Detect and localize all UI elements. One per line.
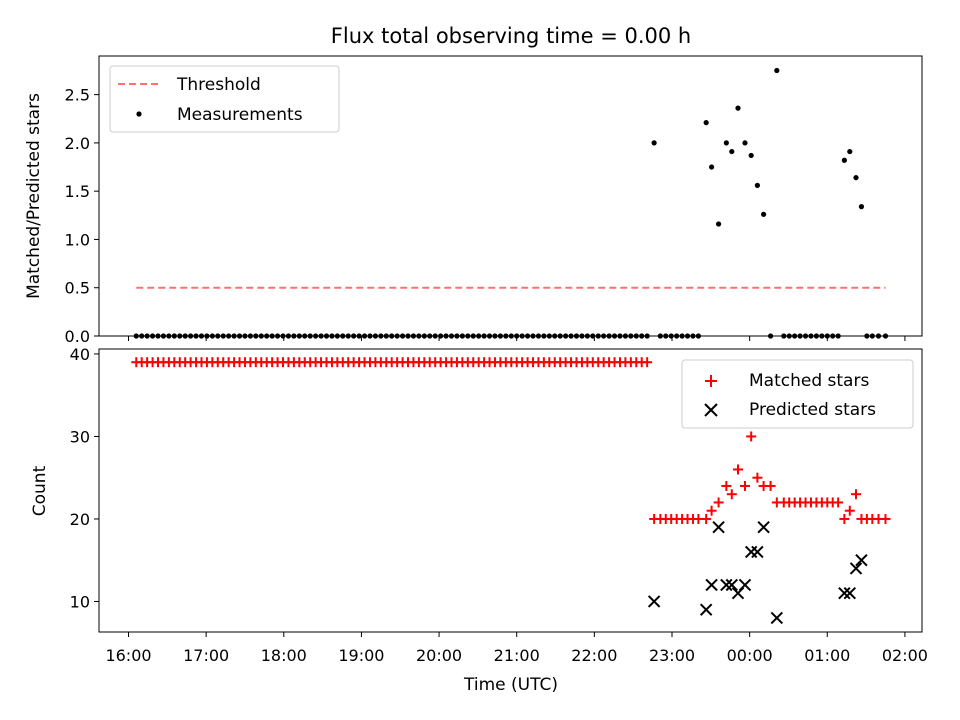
measurement-point — [651, 140, 657, 146]
bottom-legend: Matched stars Predicted stars — [681, 359, 914, 429]
top-y-axis-label: Matched/Predicted stars — [24, 93, 44, 299]
x-tick-label: 22:00 — [571, 646, 617, 665]
x-tick-label: 02:00 — [882, 646, 928, 665]
x-tick-label: 19:00 — [338, 646, 384, 665]
matched-star-point — [752, 472, 763, 483]
bottom-axes-frame — [98, 348, 923, 633]
bottom-y-tick-label: 10 — [70, 592, 90, 611]
matched-star-point — [732, 464, 743, 475]
matched-star-point — [726, 489, 737, 500]
measurement-point — [735, 105, 741, 111]
x-tick-label: 01:00 — [804, 646, 850, 665]
x-tick-label: 20:00 — [416, 646, 462, 665]
threshold-legend-label: Threshold — [176, 75, 261, 95]
matched-stars-legend-swatch — [705, 375, 717, 387]
predicted-star-point — [699, 603, 713, 616]
measurements-legend-swatch — [136, 111, 142, 117]
predicted-stars-legend-swatch — [704, 403, 718, 417]
x-tick-label: 16:00 — [105, 646, 151, 665]
matched-star-point — [880, 513, 891, 524]
matched-star-point — [642, 357, 653, 368]
matched-star-point — [701, 513, 712, 524]
x-tick-label: 18:00 — [261, 646, 307, 665]
matched-star-point — [833, 497, 844, 508]
predicted-star-point — [720, 578, 733, 592]
matched-star-point — [839, 513, 850, 524]
top-y-tick-label: 0.5 — [65, 279, 90, 298]
matched-star-point — [721, 480, 732, 491]
top-y-tick-label: 0.0 — [65, 327, 90, 346]
predicted-star-point — [838, 587, 851, 600]
predicted-star-point — [738, 578, 752, 592]
x-tick-label: 00:00 — [727, 646, 773, 665]
measurement-point — [748, 152, 754, 159]
predicted-star-point — [725, 578, 738, 592]
top-y-tick-label: 2.5 — [65, 86, 90, 105]
measurement-points — [133, 67, 889, 339]
measurement-point — [761, 211, 767, 217]
matched-star-point — [746, 431, 757, 442]
predicted-star-points — [647, 521, 868, 625]
measurement-point — [742, 140, 748, 146]
x-axis-label: Time (UTC) — [463, 675, 558, 695]
bottom-panel: 10 20 30 40 16:00 17:00 18:00 19:00 20:00 21:00 2… — [70, 345, 928, 665]
top-y-tick-label: 1.5 — [65, 182, 90, 201]
measurement-point — [703, 120, 709, 126]
predicted-star-point — [843, 587, 857, 600]
matched-stars-legend-label: Matched stars — [749, 371, 869, 391]
matched-star-point — [739, 480, 750, 491]
matched-star-points — [131, 357, 891, 524]
x-tick-label: 17:00 — [183, 646, 229, 665]
measurement-point — [754, 182, 761, 188]
predicted-star-point — [751, 545, 764, 559]
measurement-point — [847, 148, 853, 155]
measurement-point — [715, 221, 722, 227]
matched-star-point — [844, 505, 855, 516]
measurement-point — [723, 140, 729, 146]
measurement-point — [858, 204, 865, 210]
chart-title: Flux total observing time = 0.00 h — [331, 24, 691, 48]
x-tick-label: 23:00 — [649, 646, 695, 665]
predicted-star-point — [647, 595, 661, 608]
measurement-point — [729, 148, 735, 155]
measurements-legend-label: Measurements — [177, 105, 303, 125]
top-y-tick-label: 2.0 — [65, 134, 90, 153]
predicted-star-point — [849, 562, 863, 575]
predicted-star-point — [770, 611, 784, 625]
measurement-point — [841, 157, 847, 163]
top-y-tick-label: 1.0 — [65, 230, 90, 249]
bottom-y-tick-label: 30 — [70, 427, 90, 446]
matched-star-point — [851, 489, 862, 500]
predicted-star-point — [855, 554, 868, 567]
predicted-star-point — [705, 578, 718, 592]
bottom-y-tick-label: 40 — [70, 345, 90, 364]
predicted-star-point — [712, 521, 725, 534]
predicted-stars-legend-label: Predicted stars — [749, 400, 876, 420]
x-tick-label: 21:00 — [494, 646, 540, 665]
bottom-y-tick-label: 20 — [70, 510, 90, 529]
measurement-point — [708, 164, 715, 170]
top-panel: 0.0 0.5 1.0 1.5 2.0 2.5 — [65, 55, 923, 346]
matched-star-point — [765, 480, 776, 491]
matched-star-point — [713, 497, 724, 508]
top-legend: Threshold Measurements — [109, 65, 340, 133]
measurement-point — [853, 175, 859, 181]
top-axes-frame — [98, 55, 923, 337]
bottom-y-axis-label: Count — [30, 465, 50, 516]
measurement-point — [774, 67, 780, 74]
predicted-star-point — [757, 521, 770, 534]
matched-star-point — [706, 505, 717, 516]
